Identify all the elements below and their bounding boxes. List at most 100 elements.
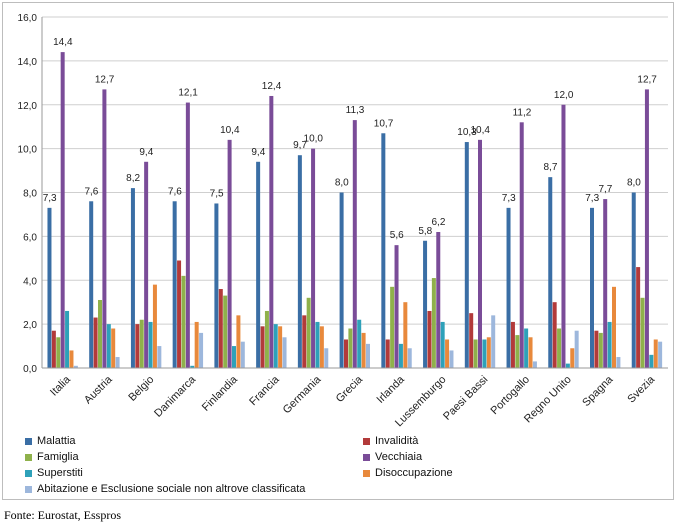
bar-4	[644, 89, 649, 369]
bar-6	[403, 302, 408, 368]
y-tick-label: 8,0	[23, 189, 37, 200]
bar-7	[115, 357, 120, 368]
data-label: 7,5	[210, 188, 224, 199]
bar-6	[528, 337, 533, 368]
legend-swatch	[363, 437, 370, 445]
bar-7	[449, 350, 454, 368]
bar-1	[590, 207, 594, 368]
data-label: 9,4	[139, 147, 153, 158]
data-label: 7,3	[43, 193, 57, 204]
data-label: 10,4	[470, 125, 490, 136]
legend-entry: Malattia	[25, 435, 76, 447]
y-tick-label: 2,0	[23, 320, 37, 331]
bar-5	[315, 321, 320, 368]
bar-4	[603, 199, 608, 368]
bar-4	[478, 139, 482, 368]
data-label: 11,3	[346, 105, 365, 116]
bar-4	[311, 148, 316, 368]
bar-3	[473, 339, 478, 368]
bar-3	[390, 286, 395, 368]
x-tick-label: Finlandia	[200, 373, 241, 414]
chart-frame: 7,3 14,4 7,6 12,7 8,2 9,4 7,6 12,1 7,5 10,4 9,4 12,…	[2, 2, 674, 500]
data-label: 14,4	[53, 37, 73, 48]
data-label: 12,7	[95, 74, 115, 85]
data-label: 9,7	[293, 140, 307, 151]
legend-label: Vecchiaia	[375, 451, 423, 463]
bar-6	[445, 339, 450, 368]
bar-4	[102, 89, 107, 369]
bar-7	[240, 341, 245, 368]
legend-swatch	[25, 453, 32, 461]
bar-5	[273, 324, 278, 368]
data-label: 12,7	[637, 74, 657, 85]
legend-label: Superstiti	[37, 467, 83, 479]
x-tick-label: Svezia	[625, 373, 657, 405]
data-label: 9,4	[251, 147, 265, 158]
data-label: 7,6	[84, 186, 98, 197]
x-tick-label: Italia	[48, 373, 74, 399]
bar-2	[135, 324, 140, 368]
bar-3	[98, 299, 102, 368]
y-tick-label: 10,0	[18, 145, 38, 156]
data-label: 7,7	[598, 184, 612, 195]
legend-swatch	[25, 469, 32, 477]
bar-7	[616, 357, 621, 368]
bar-1	[548, 177, 553, 368]
legend-entry: Vecchiaia	[363, 451, 422, 463]
legend-entry: Invalidità	[363, 435, 418, 447]
x-tick-label: Paesi Bassi	[441, 374, 490, 423]
bar-chart: 7,3 14,4 7,6 12,7 8,2 9,4 7,6 12,1 7,5 10,4 9,4 12,…	[18, 13, 668, 429]
bar-2	[51, 330, 56, 368]
bar-2	[260, 326, 265, 368]
y-tick-label: 12,0	[18, 101, 38, 112]
bar-6	[278, 326, 283, 368]
bar-5	[65, 310, 70, 368]
bar-5	[607, 321, 612, 368]
data-label: 10,7	[374, 118, 394, 129]
bar-3	[431, 278, 436, 368]
bar-layer	[47, 52, 663, 369]
data-label: 6,2	[432, 217, 446, 228]
x-tick-label: Spagna	[580, 373, 616, 409]
bar-6	[236, 315, 241, 368]
data-label: 8,0	[335, 178, 349, 189]
legend-entry: Abitazione e Esclusione sociale non altr…	[25, 483, 305, 495]
bar-1	[506, 207, 511, 368]
bar-2	[218, 289, 223, 368]
bar-2	[427, 310, 432, 368]
bar-5	[565, 363, 570, 368]
bar-4	[352, 120, 357, 368]
bar-6	[319, 326, 324, 368]
bar-4	[436, 231, 441, 368]
data-label: 7,3	[502, 193, 516, 204]
y-tick-label: 6,0	[23, 232, 37, 243]
bar-1	[297, 155, 302, 368]
data-label: 12,4	[262, 81, 282, 92]
legend-label: Abitazione e Esclusione sociale non altr…	[37, 483, 306, 495]
bar-7	[532, 361, 537, 368]
bar-6	[486, 337, 491, 368]
bar-6	[111, 328, 116, 368]
bar-2	[469, 313, 474, 368]
bar-1	[47, 207, 52, 368]
bar-6	[194, 321, 199, 368]
legend-swatch	[25, 437, 32, 445]
bar-3	[264, 310, 269, 368]
x-tick-label: Grecia	[334, 373, 366, 405]
legend-swatch	[363, 453, 370, 461]
y-tick-label: 0,0	[23, 364, 37, 375]
bar-2	[510, 321, 515, 368]
data-label: 5,6	[390, 230, 404, 241]
x-tick-label: Belgio	[126, 374, 156, 404]
x-tick-label: Irlanda	[375, 373, 408, 406]
bar-1	[381, 133, 386, 368]
bar-5	[398, 343, 403, 368]
bar-7	[407, 348, 412, 368]
bar-3	[181, 275, 186, 368]
y-tick-label: 14,0	[18, 57, 38, 68]
bar-4	[144, 161, 149, 368]
bar-2	[177, 260, 182, 368]
bar-1	[464, 142, 469, 368]
data-label: 12,1	[178, 88, 198, 99]
bar-7	[73, 365, 78, 368]
